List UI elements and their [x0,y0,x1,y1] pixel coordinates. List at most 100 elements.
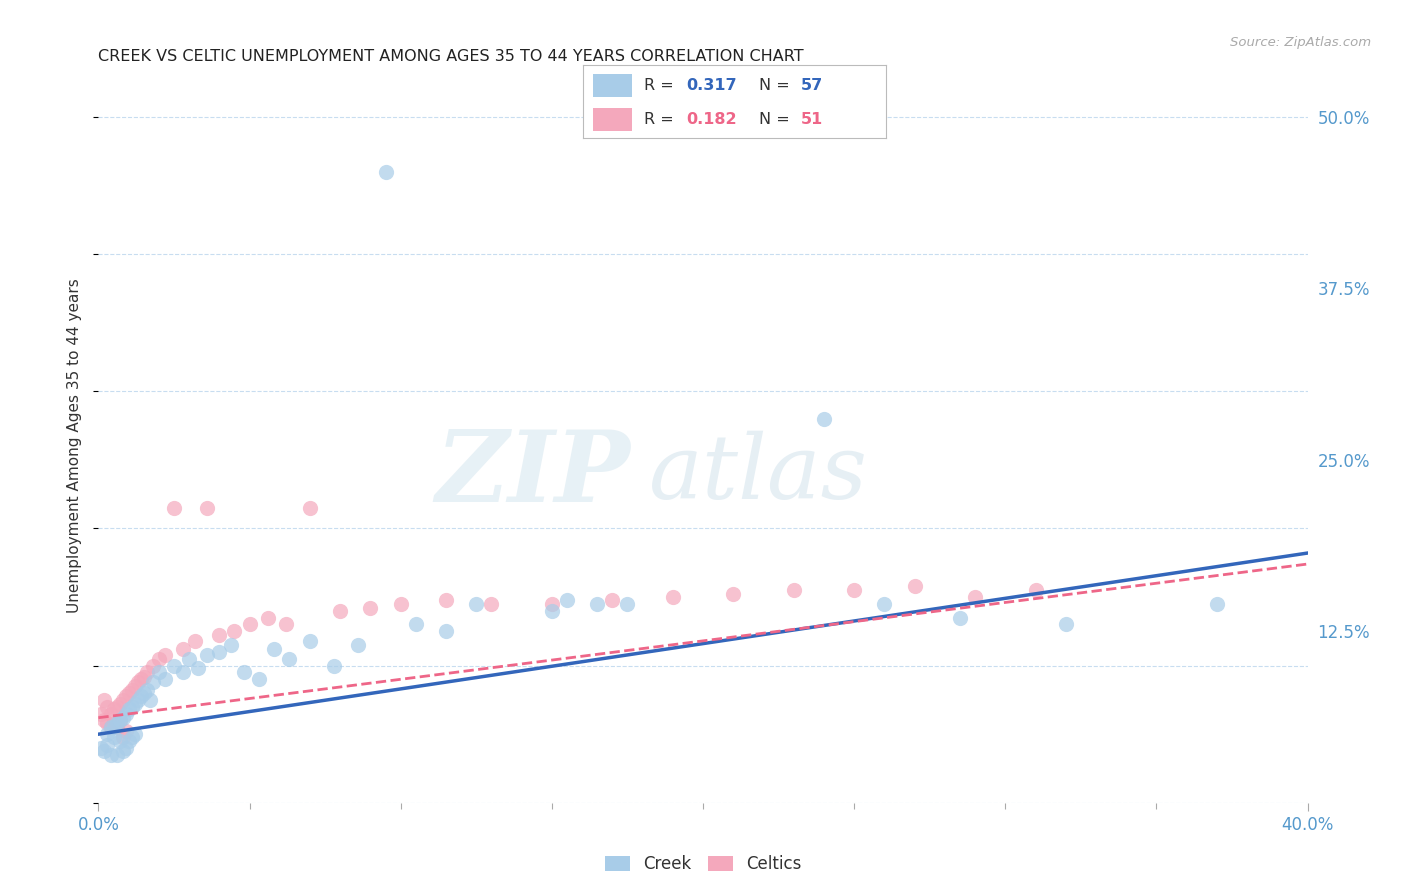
Point [184,633,207,648]
Point [100,706,122,721]
Y-axis label: Unemployment Among Ages 35 to 44 years: Unemployment Among Ages 35 to 44 years [67,278,83,614]
Point [111,693,134,707]
Point [148,665,170,680]
Point [121,683,143,698]
Point [100,720,122,734]
Point [103,730,125,744]
Point [96,699,118,714]
Point [135,683,157,698]
Point [114,724,136,739]
Point [904,579,927,593]
Point [105,699,128,714]
Legend: Creek, Celtics: Creek, Celtics [598,849,808,880]
Point [405,617,427,632]
Text: atlas: atlas [648,431,868,518]
Point [263,642,285,657]
Point [299,500,322,515]
Point [142,658,165,673]
FancyBboxPatch shape [592,108,631,131]
Point [103,702,125,716]
Point [195,500,218,515]
Point [347,638,370,652]
Point [142,675,165,690]
Point [329,604,352,618]
Point [256,610,278,624]
Point [114,706,136,721]
Text: CREEK VS CELTIC UNEMPLOYMENT AMONG AGES 35 TO 44 YEARS CORRELATION CHART: CREEK VS CELTIC UNEMPLOYMENT AMONG AGES … [98,49,804,64]
Point [274,617,297,632]
Point [187,661,209,675]
Point [129,673,152,687]
Point [111,711,134,725]
Point [114,740,136,755]
Text: R =: R = [644,112,679,127]
Point [783,583,806,598]
Point [108,734,131,748]
Point [127,693,149,707]
Point [844,583,866,598]
Point [195,648,218,662]
Point [93,714,115,728]
Point [121,699,143,714]
Point [232,665,254,680]
Text: 0.317: 0.317 [686,78,737,93]
Point [374,164,396,178]
Point [662,590,685,604]
Point [90,706,112,721]
Text: ZIP: ZIP [436,426,630,523]
Point [108,697,131,711]
Point [139,693,162,707]
Point [323,658,346,673]
Point [1024,583,1046,598]
Point [179,651,201,665]
Point [723,587,745,601]
Point [586,597,609,611]
Point [124,697,146,711]
Point [132,686,155,700]
Point [1054,617,1077,632]
Point [129,689,152,703]
Point [208,645,231,659]
Text: 51: 51 [801,112,824,127]
Point [135,665,157,680]
Text: 57: 57 [801,78,824,93]
Point [118,686,141,700]
Point [105,747,128,762]
Point [434,624,457,639]
Text: N =: N = [759,78,794,93]
Point [96,716,118,731]
Point [299,633,322,648]
Point [277,651,299,665]
Point [172,642,194,657]
Point [389,597,412,611]
Text: R =: R = [644,78,679,93]
Point [602,592,624,607]
Point [555,592,578,607]
Point [1206,597,1229,611]
Point [103,716,125,731]
Point [118,702,141,716]
Point [90,740,112,755]
Point [434,592,457,607]
Text: 0.182: 0.182 [686,112,737,127]
Point [873,597,896,611]
Point [163,500,186,515]
Point [208,628,231,642]
Point [127,675,149,690]
FancyBboxPatch shape [592,74,631,97]
Point [111,744,134,758]
Point [93,693,115,707]
Point [121,730,143,744]
Point [124,727,146,741]
Text: Source: ZipAtlas.com: Source: ZipAtlas.com [1230,36,1371,49]
Point [540,604,562,618]
Point [108,714,131,728]
Point [124,679,146,693]
Point [239,617,262,632]
Point [96,727,118,741]
Point [540,597,562,611]
Point [172,665,194,680]
Point [114,689,136,703]
Point [813,411,835,425]
Point [103,720,125,734]
